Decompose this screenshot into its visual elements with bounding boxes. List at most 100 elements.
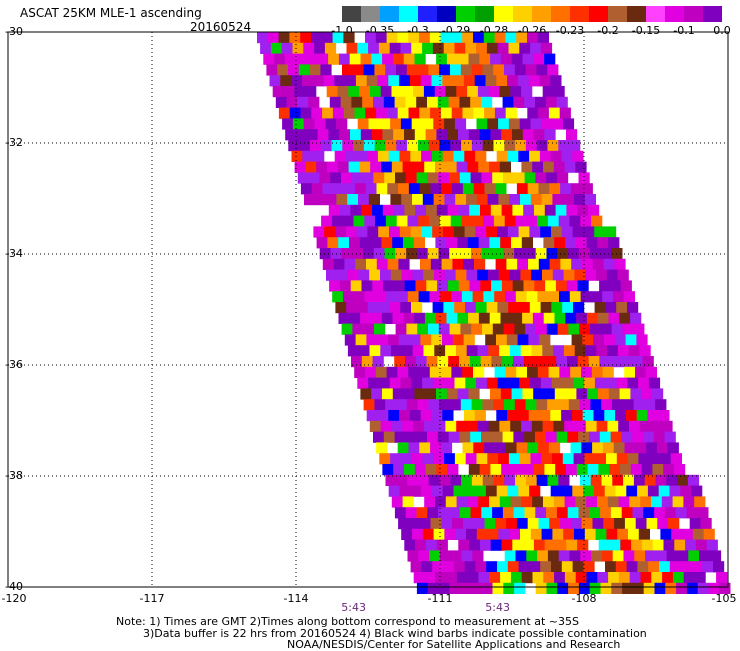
swath-cell — [582, 410, 594, 422]
swath-cell — [289, 107, 301, 119]
swath-cell — [543, 312, 555, 324]
swath-cell — [455, 269, 467, 281]
swath-cell — [510, 86, 522, 98]
swath-cell — [504, 474, 516, 486]
swath-cell — [564, 496, 576, 508]
swath-cell — [411, 42, 423, 54]
swath-cell — [437, 280, 449, 292]
swath-cell — [554, 237, 566, 249]
swath-cell — [622, 582, 634, 594]
swath-cell — [692, 528, 704, 540]
swath-cell — [339, 204, 351, 216]
swath-cell — [500, 572, 512, 584]
swath-cell — [570, 366, 582, 378]
swath-cell — [544, 53, 556, 65]
swath-cell — [605, 226, 617, 238]
swath-cell — [518, 150, 530, 162]
swath-cell — [257, 32, 269, 44]
swath-cell — [611, 323, 623, 335]
swath-cell — [470, 582, 483, 594]
swath-cell — [411, 118, 423, 130]
swath-cell — [641, 539, 654, 551]
swath-cell — [510, 496, 522, 508]
swath-cell — [460, 323, 472, 335]
swath-cell — [475, 302, 487, 314]
swath-cell — [344, 258, 356, 270]
swath-cell — [455, 345, 468, 357]
swath-cell — [397, 366, 409, 378]
swath-cell — [490, 204, 502, 216]
swath-cell — [317, 53, 329, 65]
swath-cell — [559, 366, 571, 378]
swath-cell — [551, 377, 563, 389]
swath-cell — [478, 496, 490, 508]
swath-cell — [534, 204, 546, 216]
swath-cell — [420, 334, 432, 346]
swath-cell — [389, 302, 401, 314]
swath-cell — [314, 118, 326, 130]
swath-cell — [509, 269, 521, 281]
swath-cell — [435, 312, 447, 324]
swath-cell — [591, 550, 603, 562]
swath-cell — [344, 183, 356, 195]
swath-cell — [548, 291, 560, 303]
swath-cell — [472, 215, 484, 227]
swath-cell — [655, 399, 667, 411]
swath-cell — [396, 474, 408, 486]
swath-cell — [465, 302, 477, 314]
swath-cell — [483, 32, 495, 44]
swath-cell — [494, 366, 506, 378]
swath-cell — [325, 194, 337, 206]
swath-cell — [424, 572, 436, 584]
swath-cell — [347, 345, 360, 357]
swath-cell — [564, 161, 576, 173]
x-tick-label: -120 — [1, 592, 27, 605]
swath-cell — [586, 496, 598, 508]
swath-cell — [512, 539, 524, 551]
swath-cell — [539, 410, 551, 422]
swath-cell — [400, 42, 412, 54]
swath-cell — [555, 539, 567, 551]
swath-cell — [439, 215, 452, 227]
swath-cell — [521, 237, 533, 249]
swath-cell — [661, 496, 673, 508]
swath-cell — [454, 377, 466, 389]
swath-cell — [606, 269, 618, 281]
swath-cell — [443, 377, 455, 389]
swath-cell — [523, 356, 535, 368]
swath-cell — [369, 86, 382, 98]
swath-cell — [629, 496, 641, 508]
swath-cell — [695, 539, 708, 551]
swath-cell — [648, 377, 661, 389]
swath-cell — [484, 518, 496, 530]
swath-cell — [550, 410, 562, 422]
swath-cell — [450, 550, 462, 562]
swath-cell — [414, 53, 426, 65]
swath-cell — [414, 129, 426, 141]
swath-cell — [374, 64, 386, 76]
swath-cell — [522, 129, 534, 141]
swath-cell — [603, 258, 615, 270]
swath-cell — [507, 75, 519, 87]
swath-cell — [396, 64, 408, 76]
swath-cell — [430, 518, 442, 530]
swath-cell — [317, 129, 329, 141]
swath-cell — [617, 269, 629, 281]
swath-cell — [587, 388, 599, 400]
swath-cell — [499, 345, 511, 357]
swath-cell — [292, 118, 305, 130]
swath-cell — [513, 172, 525, 184]
swath-cell — [554, 312, 566, 324]
swath-cell — [501, 204, 513, 216]
swath-cell — [643, 507, 655, 519]
swath-cell — [575, 420, 587, 432]
swath-cell — [494, 32, 506, 44]
swath-cell — [408, 183, 421, 195]
swath-cell — [477, 345, 489, 357]
swath-cell — [464, 561, 476, 573]
swath-cell — [633, 474, 646, 486]
swath-cell — [367, 302, 379, 314]
swath-cell — [603, 518, 615, 530]
swath-cell — [425, 388, 437, 400]
swath-cell — [527, 183, 539, 195]
